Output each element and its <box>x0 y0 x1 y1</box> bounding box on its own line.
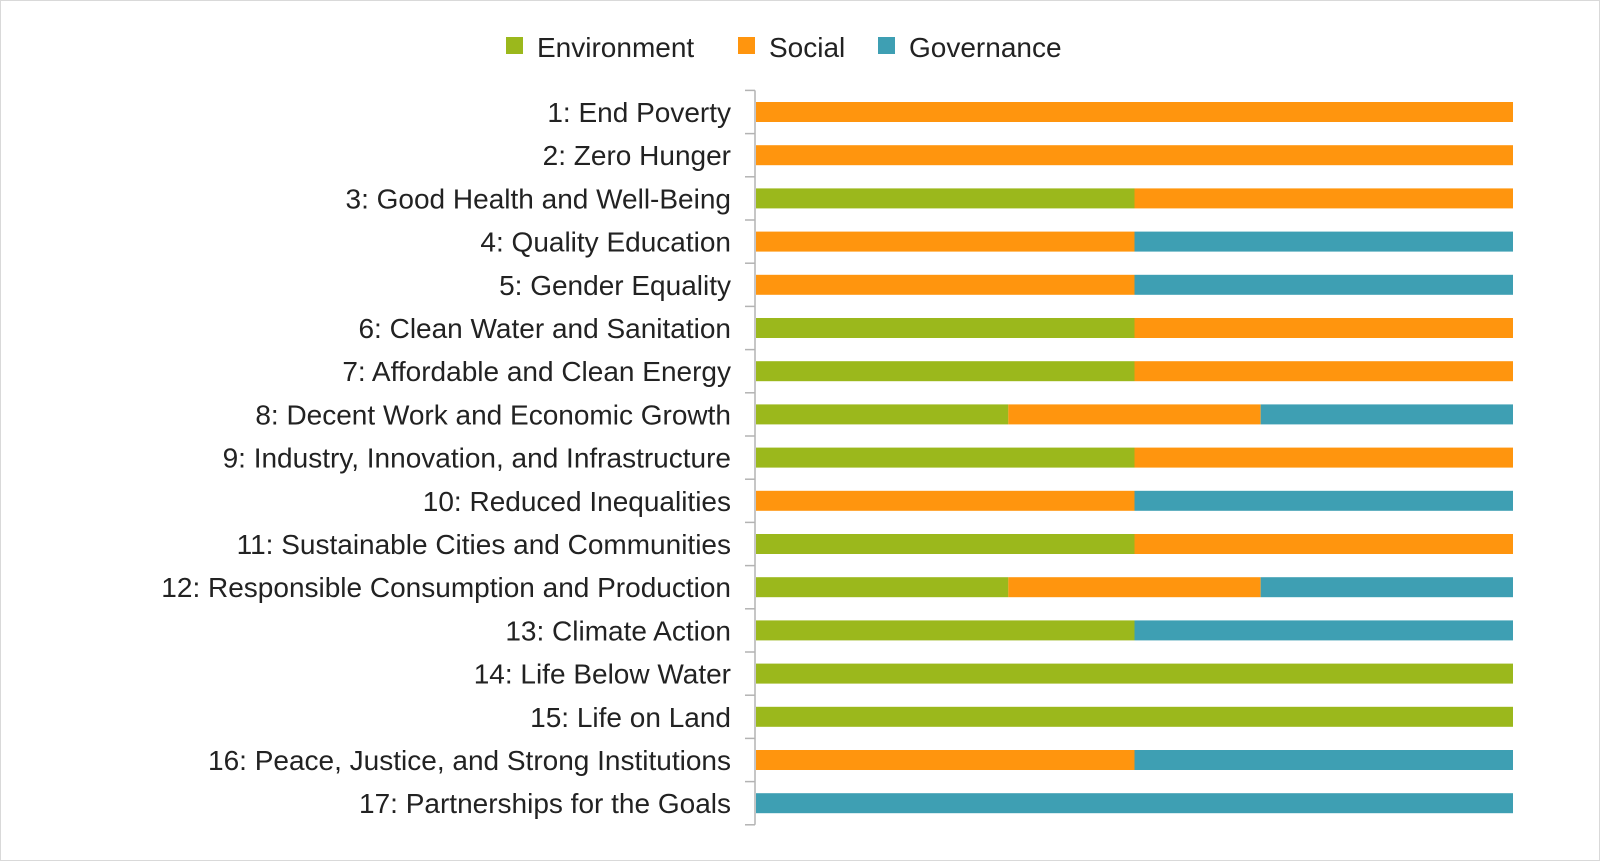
y-axis <box>745 89 756 826</box>
bars <box>756 102 1513 814</box>
legend-label-environment: Environment <box>537 32 694 63</box>
bar-segment-social-2 <box>756 145 1513 166</box>
legend-swatch-governance <box>878 37 895 54</box>
category-label-13: 13: Climate Action <box>505 615 731 646</box>
category-label-10: 10: Reduced Inequalities <box>423 486 731 517</box>
category-label-15: 15: Life on Land <box>530 702 731 733</box>
category-label-14: 14: Life Below Water <box>474 659 731 690</box>
bar-segment-governance-4 <box>1134 231 1513 252</box>
bar-segment-social-7 <box>1134 361 1513 382</box>
legend-label-social: Social <box>769 32 845 63</box>
bar-segment-environment-14 <box>756 663 1513 684</box>
bar-segment-social-1 <box>756 102 1513 122</box>
legend: Environment Social Governance <box>506 32 1062 63</box>
bar-segment-environment-7 <box>756 361 1135 382</box>
bar-segment-governance-17 <box>756 793 1513 814</box>
category-label-11: 11: Sustainable Cities and Communities <box>237 529 731 560</box>
bar-segment-social-12 <box>1008 577 1261 598</box>
category-label-9: 9: Industry, Innovation, and Infrastruct… <box>223 443 731 474</box>
category-label-16: 16: Peace, Justice, and Strong Instituti… <box>208 745 731 776</box>
bar-segment-governance-10 <box>1134 490 1513 511</box>
bar-segment-environment-9 <box>756 447 1135 468</box>
category-labels: 1: End Poverty 2: Zero Hunger 3: Good Heal… <box>161 97 731 819</box>
category-label-1: 1: End Poverty <box>547 97 731 128</box>
category-label-3: 3: Good Health and Well-Being <box>346 183 732 214</box>
bar-segment-social-8 <box>1008 404 1261 425</box>
category-label-17: 17: Partnerships for the Goals <box>359 788 731 819</box>
bar-segment-environment-6 <box>756 318 1135 338</box>
bar-segment-social-9 <box>1134 447 1513 468</box>
bar-segment-social-3 <box>1134 188 1513 209</box>
bar-segment-governance-8 <box>1260 404 1513 425</box>
bar-segment-social-5 <box>756 274 1135 295</box>
category-label-6: 6: Clean Water and Sanitation <box>358 313 731 344</box>
bar-segment-environment-8 <box>756 404 1009 425</box>
bar-segment-governance-12 <box>1260 577 1513 598</box>
bar-segment-governance-16 <box>1134 750 1513 770</box>
bar-segment-social-11 <box>1134 534 1513 554</box>
category-label-4: 4: Quality Education <box>480 227 731 258</box>
legend-swatch-environment <box>506 37 523 54</box>
bar-segment-environment-11 <box>756 534 1135 554</box>
bar-segment-social-16 <box>756 750 1135 770</box>
category-label-7: 7: Affordable and Clean Energy <box>342 356 731 387</box>
legend-swatch-social <box>738 37 755 54</box>
bar-segment-governance-13 <box>1134 620 1513 641</box>
category-label-2: 2: Zero Hunger <box>543 140 731 171</box>
bar-segment-environment-3 <box>756 188 1135 209</box>
bar-segment-environment-12 <box>756 577 1009 598</box>
bar-segment-social-10 <box>756 490 1135 511</box>
category-label-5: 5: Gender Equality <box>499 270 731 301</box>
bar-segment-environment-13 <box>756 620 1135 641</box>
category-label-12: 12: Responsible Consumption and Producti… <box>161 572 731 603</box>
category-label-8: 8: Decent Work and Economic Growth <box>255 399 731 430</box>
bar-segment-environment-15 <box>756 706 1513 727</box>
bar-segment-governance-5 <box>1134 274 1513 295</box>
bar-segment-social-4 <box>756 231 1135 252</box>
bar-segment-social-6 <box>1134 318 1513 338</box>
legend-label-governance: Governance <box>909 32 1062 63</box>
